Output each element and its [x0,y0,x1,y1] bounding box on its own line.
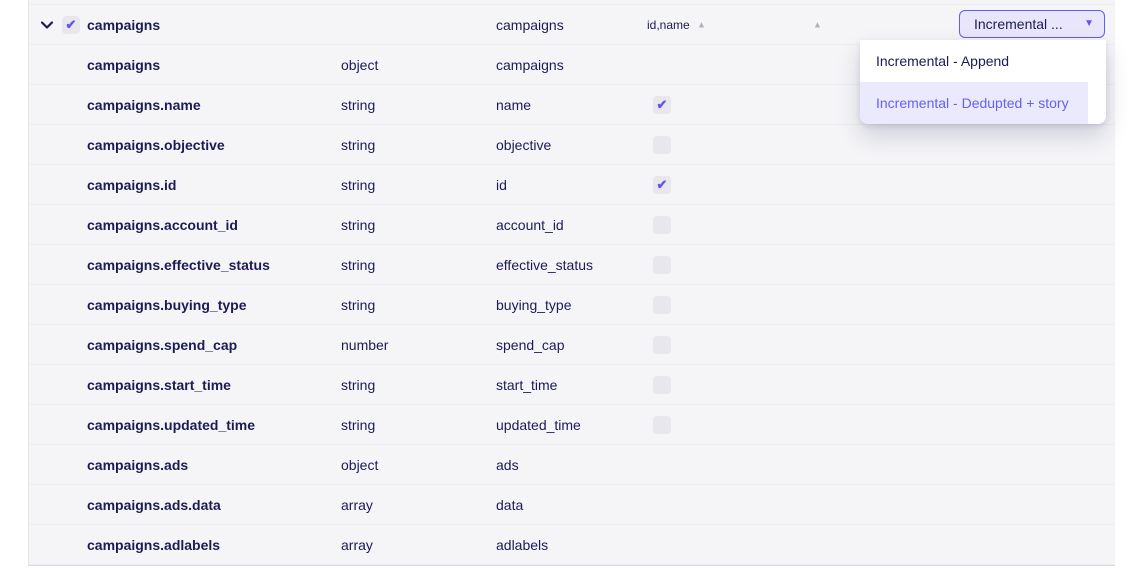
field-row: campaigns.id string id ✔ [29,165,1115,205]
empty-checkbox: ✔ [653,215,671,234]
field-name: campaigns.id [87,176,177,193]
field-type: string [341,416,376,433]
field-type: string [341,256,376,273]
stream-row: ✔ campaigns campaigns id,name ▲ ▲ Increm… [29,5,1115,45]
field-destination-name: updated_time [496,416,581,433]
sync-mode-option[interactable]: Incremental - Dedupted + story [860,82,1088,124]
field-name: campaigns.start_time [87,376,231,393]
field-rows-container: campaigns object campaigns campaigns.name st… [29,45,1115,565]
field-name: campaigns.spend_cap [87,336,238,353]
field-destination-name: id [496,176,507,193]
field-select-checkbox[interactable]: ✔ [653,135,671,154]
field-destination-name: campaigns [496,56,564,73]
chevron-down-icon[interactable] [38,16,56,34]
field-name: campaigns.name [87,96,201,113]
field-row: campaigns.adlabels array adlabels [29,525,1115,565]
field-row: campaigns.account_id string account_id ✔ [29,205,1115,245]
field-destination-name: buying_type [496,296,572,313]
field-type: string [341,376,376,393]
field-type: object [341,456,379,473]
field-name: campaigns.objective [87,136,225,153]
field-destination-name: spend_cap [496,336,565,353]
cursor-field-caret-icon[interactable]: ▲ [813,19,822,29]
field-destination-name: adlabels [496,536,549,553]
field-destination-name: account_id [496,216,564,233]
field-select-checkbox[interactable]: ✔ [653,375,671,394]
field-name: campaigns.buying_type [87,296,247,313]
field-row: campaigns.start_time string start_time ✔ [29,365,1115,405]
field-row: campaigns.ads.data array data [29,485,1115,525]
field-select-checkbox[interactable]: ✔ [653,335,671,354]
sync-mode-option[interactable]: Incremental - Append [860,40,1088,82]
field-row: campaigns.updated_time string updated_time… [29,405,1115,445]
field-row: campaigns.buying_type string buying_type ✔ [29,285,1115,325]
field-destination-name: data [496,496,524,513]
field-destination-name: name [496,96,532,113]
field-name: campaigns.ads [87,456,189,473]
field-name: campaigns.adlabels [87,536,221,553]
field-select-checkbox[interactable]: ✔ [653,175,671,194]
field-name: campaigns.effective_status [87,256,270,273]
stream-select-checkbox[interactable]: ✔ [62,15,80,34]
sync-mode-dropdown-button[interactable]: Incremental ... ▼ [959,10,1105,38]
field-destination-name: start_time [496,376,558,393]
field-type: string [341,136,376,153]
field-type: string [341,296,376,313]
field-name: campaigns.ads.data [87,496,221,513]
field-select-checkbox[interactable]: ✔ [653,255,671,274]
stream-name: campaigns [87,16,161,33]
stream-destination-name: campaigns [496,16,564,33]
empty-checkbox: ✔ [653,335,671,354]
field-destination-name: effective_status [496,256,594,273]
field-name: campaigns.account_id [87,216,238,233]
field-row: campaigns.ads object ads [29,445,1115,485]
field-name: campaigns.updated_time [87,416,256,433]
previous-row-sliver [29,0,1115,5]
field-type: string [341,176,376,193]
empty-checkbox: ✔ [653,135,671,154]
field-destination-name: ads [496,456,519,473]
field-row: campaigns.objective string objective ✔ [29,125,1115,165]
sync-mode-label: Incremental ... [974,16,1063,32]
field-name: campaigns [87,56,161,73]
field-destination-name: objective [496,136,552,153]
empty-checkbox: ✔ [653,415,671,434]
primary-key-caret-icon[interactable]: ▲ [697,19,706,29]
primary-key-value: id,name [647,17,690,32]
field-type: string [341,96,376,113]
field-type: string [341,216,376,233]
field-type: array [341,496,373,513]
field-type: array [341,536,373,553]
field-select-checkbox[interactable]: ✔ [653,295,671,314]
field-select-checkbox[interactable]: ✔ [653,95,671,114]
field-type: number [341,336,389,353]
chevron-down-icon: ▼ [1084,18,1094,29]
field-type: object [341,56,379,73]
checkmark-icon: ✔ [62,15,80,34]
sync-mode-menu: Incremental - Append Incremental - Dedupt… [860,40,1106,124]
field-row: campaigns.spend_cap number spend_cap ✔ [29,325,1115,365]
field-row: campaigns.effective_status string effectiv… [29,245,1115,285]
empty-checkbox: ✔ [653,375,671,394]
field-select-checkbox[interactable]: ✔ [653,215,671,234]
empty-checkbox: ✔ [653,255,671,274]
empty-checkbox: ✔ [653,295,671,314]
checkmark-icon: ✔ [653,175,671,194]
field-select-checkbox[interactable]: ✔ [653,415,671,434]
checkmark-icon: ✔ [653,95,671,114]
